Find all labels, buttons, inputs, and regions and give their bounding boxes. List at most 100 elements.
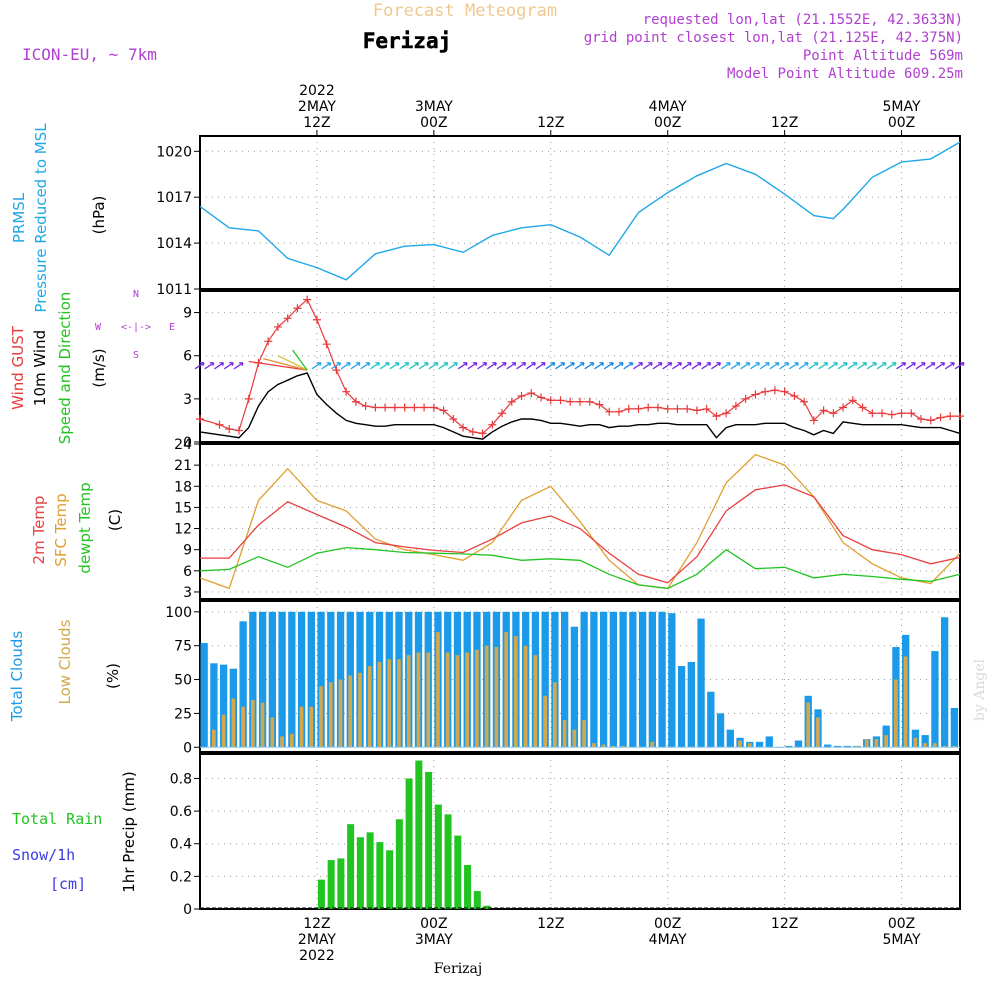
total-cloud-bar <box>677 666 686 748</box>
wind-dir-label: Speed and Direction <box>56 292 74 445</box>
temperature-ytick-label: 12 <box>174 522 192 538</box>
precip-ytick-label: 0 <box>183 902 192 918</box>
total-cloud-bar <box>785 745 793 748</box>
gust-marker <box>225 425 234 434</box>
gust-marker <box>829 409 838 418</box>
total-cloud-bar <box>541 611 549 748</box>
precip-ytick-label: 0.6 <box>170 804 192 820</box>
temperature-ytick-label: 3 <box>183 585 192 601</box>
wind-ytick-label: 6 <box>183 349 192 365</box>
wind-direction-arrow <box>954 362 965 370</box>
low-cloud-bar <box>475 649 479 748</box>
gust-marker <box>332 366 341 375</box>
low-cloud-bar <box>913 737 918 748</box>
gust-marker <box>361 402 370 411</box>
location-title: Ferizaj <box>363 29 452 53</box>
temperature-ytick-label: 6 <box>183 564 192 580</box>
wind-direction-arrow <box>321 362 332 370</box>
clouds-frame <box>199 600 961 753</box>
total-cloud-bar <box>687 661 695 748</box>
wind-direction-arrow <box>769 362 780 370</box>
pressure-frame <box>199 135 961 290</box>
low-cloud-bar <box>747 743 752 748</box>
dew-label: dewpt Temp <box>76 482 94 573</box>
total-cloud-bar <box>317 611 325 748</box>
total-cloud-bar <box>716 713 725 748</box>
total-cloud-bar <box>210 663 218 748</box>
low-cloud-bar <box>591 743 596 748</box>
requested-coords: requested lon,lat (21.1552E, 42.3633N) <box>643 12 963 28</box>
top-time-label: 4MAY <box>649 99 687 115</box>
low-cloud-bar <box>562 720 567 748</box>
gust-marker <box>644 403 653 412</box>
total-cloud-bar <box>609 611 618 748</box>
low-cloud-bar <box>484 645 489 748</box>
gust-marker <box>878 409 887 418</box>
pressure-ytick-label: 1020 <box>156 144 192 160</box>
low-cloud-bar <box>348 675 353 748</box>
gust-marker <box>683 404 692 413</box>
low-cloud-bar <box>553 682 557 748</box>
bottom-time-label: 00Z <box>420 916 447 932</box>
pressure-ytick-label: 1014 <box>156 236 192 252</box>
wind-ytick-label: 9 <box>183 306 192 322</box>
wind-direction-arrow <box>263 357 308 371</box>
pressure-label-2: Pressure Reduced to MSL <box>32 123 50 313</box>
gust-marker <box>449 414 458 423</box>
compass-n: N <box>133 289 139 300</box>
point-altitude: Point Altitude 569m <box>803 48 963 64</box>
wind-direction-arrow <box>477 362 488 370</box>
clouds-ytick-label: 50 <box>174 673 192 689</box>
wind-direction-arrow <box>292 349 308 371</box>
gust-marker <box>410 403 419 412</box>
wind-direction-arrow <box>350 362 361 370</box>
low-cloud-bar <box>523 645 528 748</box>
cloud-unit: (%) <box>104 663 122 689</box>
wind-direction-arrow <box>750 362 761 370</box>
total-cloud-bar <box>921 735 929 748</box>
gust-marker <box>848 396 857 405</box>
wind-direction-arrow <box>905 362 916 370</box>
compass-s: S <box>133 350 139 361</box>
rain-bar <box>386 850 394 909</box>
gust-marker <box>381 403 390 412</box>
gust-marker <box>390 403 399 412</box>
gust-marker <box>400 403 409 412</box>
compass-arrows: <-|-> <box>121 322 151 333</box>
wind-direction-arrow <box>623 362 634 370</box>
pressure-labels: PRMSL Pressure Reduced to MSL (hPa) <box>10 123 108 313</box>
wind-direction-arrow <box>277 355 308 371</box>
top-time-label: 00Z <box>888 115 915 131</box>
wind-direction-arrow <box>730 362 741 370</box>
gust-marker <box>956 412 964 421</box>
gust-marker <box>614 407 623 416</box>
low-cloud-bar <box>270 717 275 748</box>
gust-marker <box>819 406 828 415</box>
low-cloud-bar <box>211 729 216 748</box>
bottom-time-label: 12Z <box>537 916 564 932</box>
total-cloud-bar <box>824 744 832 748</box>
gust-marker <box>312 315 321 324</box>
low-cloud-bar <box>319 686 323 748</box>
wind-direction-arrow <box>691 362 702 370</box>
watermark: by Angel <box>972 658 988 721</box>
total-cloud-bar <box>658 611 666 748</box>
total-cloud-bar <box>941 617 949 748</box>
wind-direction-arrow <box>633 362 644 370</box>
total-cloud-bar <box>307 611 315 748</box>
low-cloud-bar <box>260 702 265 748</box>
bottom-time-label: 3MAY <box>415 932 453 948</box>
wind-direction-arrow <box>798 362 809 370</box>
pressure-ytick-label: 1017 <box>156 190 192 206</box>
top-time-label: 12Z <box>771 115 798 131</box>
gust-marker <box>868 409 877 418</box>
gust-marker <box>712 412 721 421</box>
wind-direction-arrow <box>613 362 624 370</box>
gust-marker <box>624 404 633 413</box>
wind-direction-arrow <box>360 362 371 370</box>
clouds-ytick-label: 0 <box>183 740 192 756</box>
wind-direction-arrow <box>827 362 838 370</box>
gust-marker <box>566 397 575 406</box>
wind-direction-arrow <box>506 362 517 370</box>
